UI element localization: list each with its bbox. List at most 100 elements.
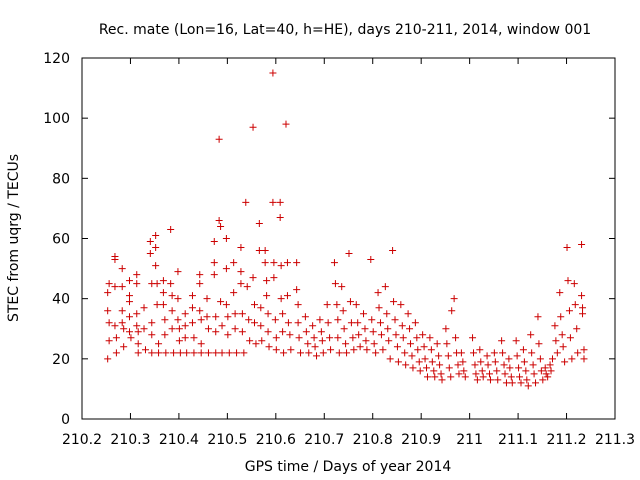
data-point: [557, 313, 565, 321]
data-point: [528, 349, 536, 357]
data-point: [243, 283, 251, 291]
data-point: [197, 340, 205, 348]
data-point: [125, 298, 133, 306]
data-point: [252, 340, 260, 348]
data-point: [210, 238, 218, 246]
data-point: [454, 361, 462, 369]
data-point: [258, 337, 266, 345]
data-point: [517, 379, 525, 387]
data-point: [270, 274, 278, 282]
data-point: [512, 337, 520, 345]
data-point: [175, 337, 183, 345]
data-point: [286, 331, 294, 339]
data-point: [390, 298, 398, 306]
data-point: [217, 298, 225, 306]
data-point: [250, 319, 258, 327]
data-point: [105, 319, 113, 327]
data-point: [140, 304, 148, 312]
data-point: [210, 259, 218, 267]
data-point: [423, 364, 431, 372]
data-point: [168, 292, 176, 300]
data-point: [552, 337, 560, 345]
data-point: [338, 283, 346, 291]
data-point: [516, 373, 524, 381]
data-point: [204, 325, 212, 333]
data-point: [218, 349, 226, 357]
data-point: [476, 346, 484, 354]
data-point: [399, 334, 407, 342]
data-point: [295, 334, 303, 342]
data-point: [196, 280, 204, 288]
data-point: [294, 319, 302, 327]
data-point: [340, 325, 348, 333]
x-tick-label: 211.2: [546, 432, 586, 448]
data-point: [264, 310, 272, 318]
data-point: [445, 364, 453, 372]
data-point: [355, 331, 363, 339]
data-point: [265, 343, 273, 351]
data-point: [318, 337, 326, 345]
data-point: [361, 325, 369, 333]
data-point: [450, 295, 458, 303]
data-point: [167, 225, 175, 233]
data-point: [568, 355, 576, 363]
data-point: [578, 241, 586, 249]
y-tick-label: 40: [52, 292, 70, 308]
data-point: [250, 301, 258, 309]
data-point: [346, 298, 354, 306]
data-point: [183, 349, 191, 357]
data-point: [477, 358, 485, 366]
data-point: [343, 349, 351, 357]
data-point: [427, 346, 435, 354]
chart-title: Rec. mate (Lon=16, Lat=40, h=HE), days 2…: [99, 22, 591, 38]
y-tick-label: 60: [52, 232, 70, 248]
data-point: [190, 349, 198, 357]
data-point: [386, 355, 394, 363]
y-axis-title: STEC from uqrg / TECUs: [6, 154, 22, 322]
data-point: [210, 271, 218, 279]
data-point: [363, 346, 371, 354]
y-tick-label: 100: [43, 111, 70, 127]
data-point: [152, 231, 160, 239]
data-point: [436, 361, 444, 369]
data-point: [381, 283, 389, 291]
data-point: [222, 301, 230, 309]
data-point: [148, 319, 156, 327]
data-point: [532, 379, 540, 387]
data-point: [175, 325, 183, 333]
data-point: [564, 277, 572, 285]
data-point: [389, 247, 397, 255]
data-point: [231, 325, 239, 333]
data-point: [524, 382, 532, 390]
data-point: [104, 289, 112, 297]
data-point: [571, 301, 579, 309]
data-point: [264, 328, 272, 336]
data-point: [134, 349, 142, 357]
data-point: [152, 262, 160, 270]
data-point: [276, 213, 284, 221]
data-point: [407, 340, 415, 348]
data-point: [452, 334, 460, 342]
data-point: [544, 373, 552, 381]
data-point: [334, 316, 342, 324]
data-point: [448, 307, 456, 315]
x-tick-label: 210.5: [207, 432, 247, 448]
data-point: [257, 322, 265, 330]
data-point: [279, 328, 287, 336]
data-point: [461, 373, 469, 381]
data-point: [301, 313, 309, 321]
y-tick-label: 80: [52, 171, 70, 187]
data-point: [133, 310, 141, 318]
data-point: [508, 379, 516, 387]
data-point: [294, 301, 302, 309]
data-point: [431, 373, 439, 381]
data-point: [161, 331, 169, 339]
data-point: [280, 349, 288, 357]
data-point: [148, 349, 156, 357]
data-point: [284, 319, 292, 327]
data-point: [269, 69, 277, 77]
data-point: [230, 289, 238, 297]
data-point: [420, 343, 428, 351]
x-tick-label: 210.6: [256, 432, 296, 448]
data-point: [203, 313, 211, 321]
